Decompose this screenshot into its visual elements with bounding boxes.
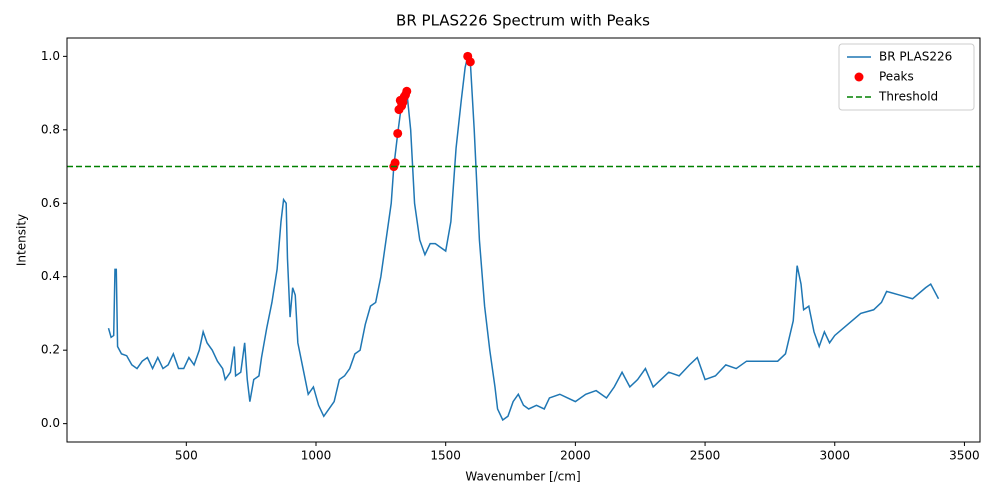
y-tick-label: 0.0 bbox=[41, 416, 60, 430]
chart-title: BR PLAS226 Spectrum with Peaks bbox=[396, 12, 650, 30]
peak-point bbox=[393, 128, 403, 138]
y-tick-label: 0.8 bbox=[41, 122, 60, 136]
y-axis-label: Intensity bbox=[15, 214, 29, 266]
legend-label: BR PLAS226 bbox=[879, 50, 952, 64]
peak-point bbox=[402, 86, 412, 96]
y-tick-label: 0.4 bbox=[41, 269, 60, 283]
x-tick-label: 500 bbox=[175, 449, 198, 463]
peak-point bbox=[465, 57, 475, 67]
legend-label: Peaks bbox=[879, 70, 914, 84]
legend-marker bbox=[854, 72, 864, 82]
x-tick-label: 2500 bbox=[690, 449, 721, 463]
x-tick-label: 2000 bbox=[560, 449, 591, 463]
y-tick-label: 0.2 bbox=[41, 343, 60, 357]
x-tick-label: 1000 bbox=[301, 449, 332, 463]
plot-frame bbox=[66, 37, 981, 443]
y-tick-label: 1.0 bbox=[41, 49, 60, 63]
x-tick-label: 3500 bbox=[949, 449, 980, 463]
x-tick-label: 3000 bbox=[819, 449, 850, 463]
peak-point bbox=[390, 158, 400, 168]
x-axis-label: Wavenumber [/cm] bbox=[465, 470, 580, 484]
legend-box bbox=[838, 43, 975, 111]
x-tick-label: 1500 bbox=[430, 449, 461, 463]
spectrum-line bbox=[107, 54, 940, 422]
legend-label: Threshold bbox=[878, 90, 938, 104]
y-tick-label: 0.6 bbox=[41, 196, 60, 210]
